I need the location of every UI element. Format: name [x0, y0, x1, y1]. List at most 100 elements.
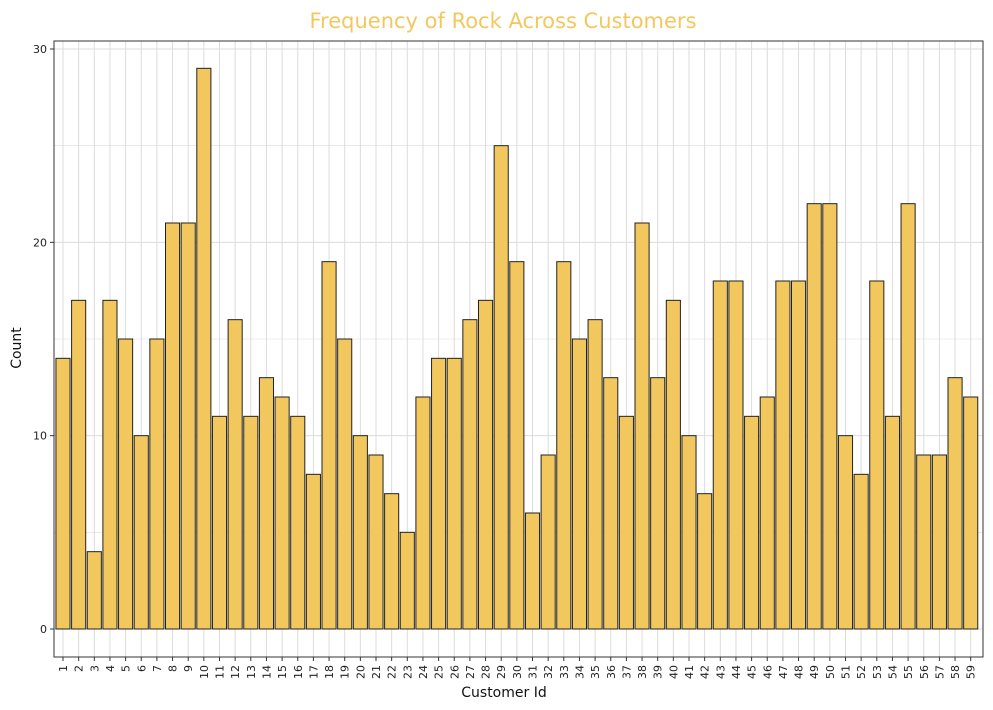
x-tick-label: 34	[573, 665, 586, 679]
bar-customer-13	[243, 415, 259, 630]
x-tick-label: 49	[808, 665, 821, 679]
bar-customer-56	[916, 454, 932, 630]
x-tick-label: 40	[667, 665, 680, 679]
x-tick-label: 9	[182, 665, 195, 672]
bar-customer-18	[321, 261, 337, 630]
bar-customer-49	[806, 203, 822, 630]
x-tick-label: 3	[88, 665, 101, 672]
x-tick-label: 21	[370, 665, 383, 679]
bar-customer-50	[822, 203, 838, 630]
bar-customer-22	[384, 493, 400, 630]
x-tick-label: 32	[542, 665, 555, 679]
x-tick-label: 50	[824, 665, 837, 679]
bar-customer-39	[650, 377, 666, 630]
x-tick-label: 42	[699, 665, 712, 679]
bar-customer-59	[963, 396, 979, 630]
x-tick-label: 27	[464, 665, 477, 679]
bar-customer-52	[853, 473, 869, 630]
bar-customer-2	[71, 299, 87, 630]
bar-customer-40	[665, 299, 681, 630]
x-tick-label: 14	[260, 665, 273, 679]
bar-customer-41	[681, 435, 697, 630]
x-tick-label: 43	[714, 665, 727, 679]
x-tick-label: 20	[354, 665, 367, 679]
y-tick-label: 20	[33, 236, 47, 249]
bar-customer-4	[102, 299, 118, 630]
x-tick-label: 31	[527, 665, 540, 679]
bar-customer-6	[133, 435, 149, 630]
x-tick-label: 41	[683, 665, 696, 679]
x-tick-label: 1	[57, 665, 70, 672]
bar-customer-47	[775, 280, 791, 630]
x-tick-label: 38	[636, 665, 649, 679]
bar-customer-58	[947, 377, 963, 630]
x-tick-label: 25	[433, 665, 446, 679]
bar-customer-38	[634, 222, 650, 630]
x-tick-label: 7	[151, 665, 164, 672]
x-tick-label: 29	[495, 665, 508, 679]
x-tick-label: 19	[339, 665, 352, 679]
x-tick-label: 46	[761, 665, 774, 679]
x-tick-label: 59	[965, 665, 978, 679]
bar-customer-11	[211, 415, 228, 630]
bar-customer-54	[884, 415, 901, 630]
bar-customer-10	[196, 67, 212, 630]
x-tick-label: 35	[589, 665, 602, 679]
y-tick-label: 10	[33, 430, 47, 443]
bar-customer-35	[587, 319, 603, 630]
x-tick-label: 39	[652, 665, 665, 679]
bar-customer-17	[305, 473, 321, 630]
x-tick-label: 8	[167, 665, 180, 672]
x-tick-label: 58	[949, 665, 962, 679]
x-tick-label: 15	[276, 665, 289, 679]
x-tick-label: 37	[620, 665, 633, 679]
x-tick-label: 54	[886, 665, 899, 679]
x-tick-label: 30	[511, 665, 524, 679]
bar-customer-19	[337, 338, 353, 630]
bar-customer-25	[431, 357, 447, 630]
x-tick-label: 28	[480, 665, 493, 679]
x-tick-label: 48	[793, 665, 806, 679]
x-tick-label: 51	[840, 665, 853, 679]
chart-title: Frequency of Rock Across Customers	[309, 9, 696, 33]
bar-customer-36	[603, 377, 619, 630]
bar-customer-30	[509, 261, 525, 630]
x-tick-label: 12	[229, 665, 242, 679]
bar-customer-29	[493, 145, 509, 630]
bar-customer-5	[118, 338, 134, 630]
bar-customer-42	[697, 493, 713, 630]
bar-customer-26	[446, 357, 462, 630]
bar-customer-12	[227, 319, 243, 630]
y-tick-label: 30	[33, 43, 47, 56]
x-tick-label: 24	[417, 665, 430, 679]
x-tick-label: 16	[292, 665, 305, 679]
x-tick-label: 11	[214, 665, 227, 679]
bar-customer-3	[86, 551, 102, 630]
bar-customer-20	[352, 435, 368, 630]
x-tick-label: 4	[104, 665, 117, 672]
bar-customer-7	[149, 338, 165, 630]
x-tick-label: 6	[135, 665, 148, 672]
x-tick-label: 10	[198, 665, 211, 679]
x-tick-label: 17	[307, 665, 320, 679]
bar-customer-16	[290, 415, 306, 630]
x-tick-label: 18	[323, 665, 336, 679]
bar-customer-34	[571, 338, 588, 630]
x-tick-label: 52	[855, 665, 868, 679]
bar-customer-55	[900, 203, 916, 630]
bar-customer-32	[540, 454, 556, 630]
bar-customer-15	[274, 396, 290, 630]
bar-customer-57	[931, 454, 947, 630]
bar-customer-24	[415, 396, 431, 630]
x-tick-label: 47	[777, 665, 790, 679]
bar-customer-46	[759, 396, 775, 630]
bar-customer-51	[837, 435, 854, 630]
x-tick-label: 23	[401, 665, 414, 679]
bar-customer-14	[258, 377, 274, 630]
x-tick-label: 2	[73, 665, 86, 672]
bar-customer-37	[618, 415, 634, 630]
x-tick-label: 33	[558, 665, 571, 679]
x-axis-title: Customer Id	[461, 685, 546, 701]
bars	[55, 67, 979, 630]
x-tick-label: 5	[120, 665, 133, 672]
